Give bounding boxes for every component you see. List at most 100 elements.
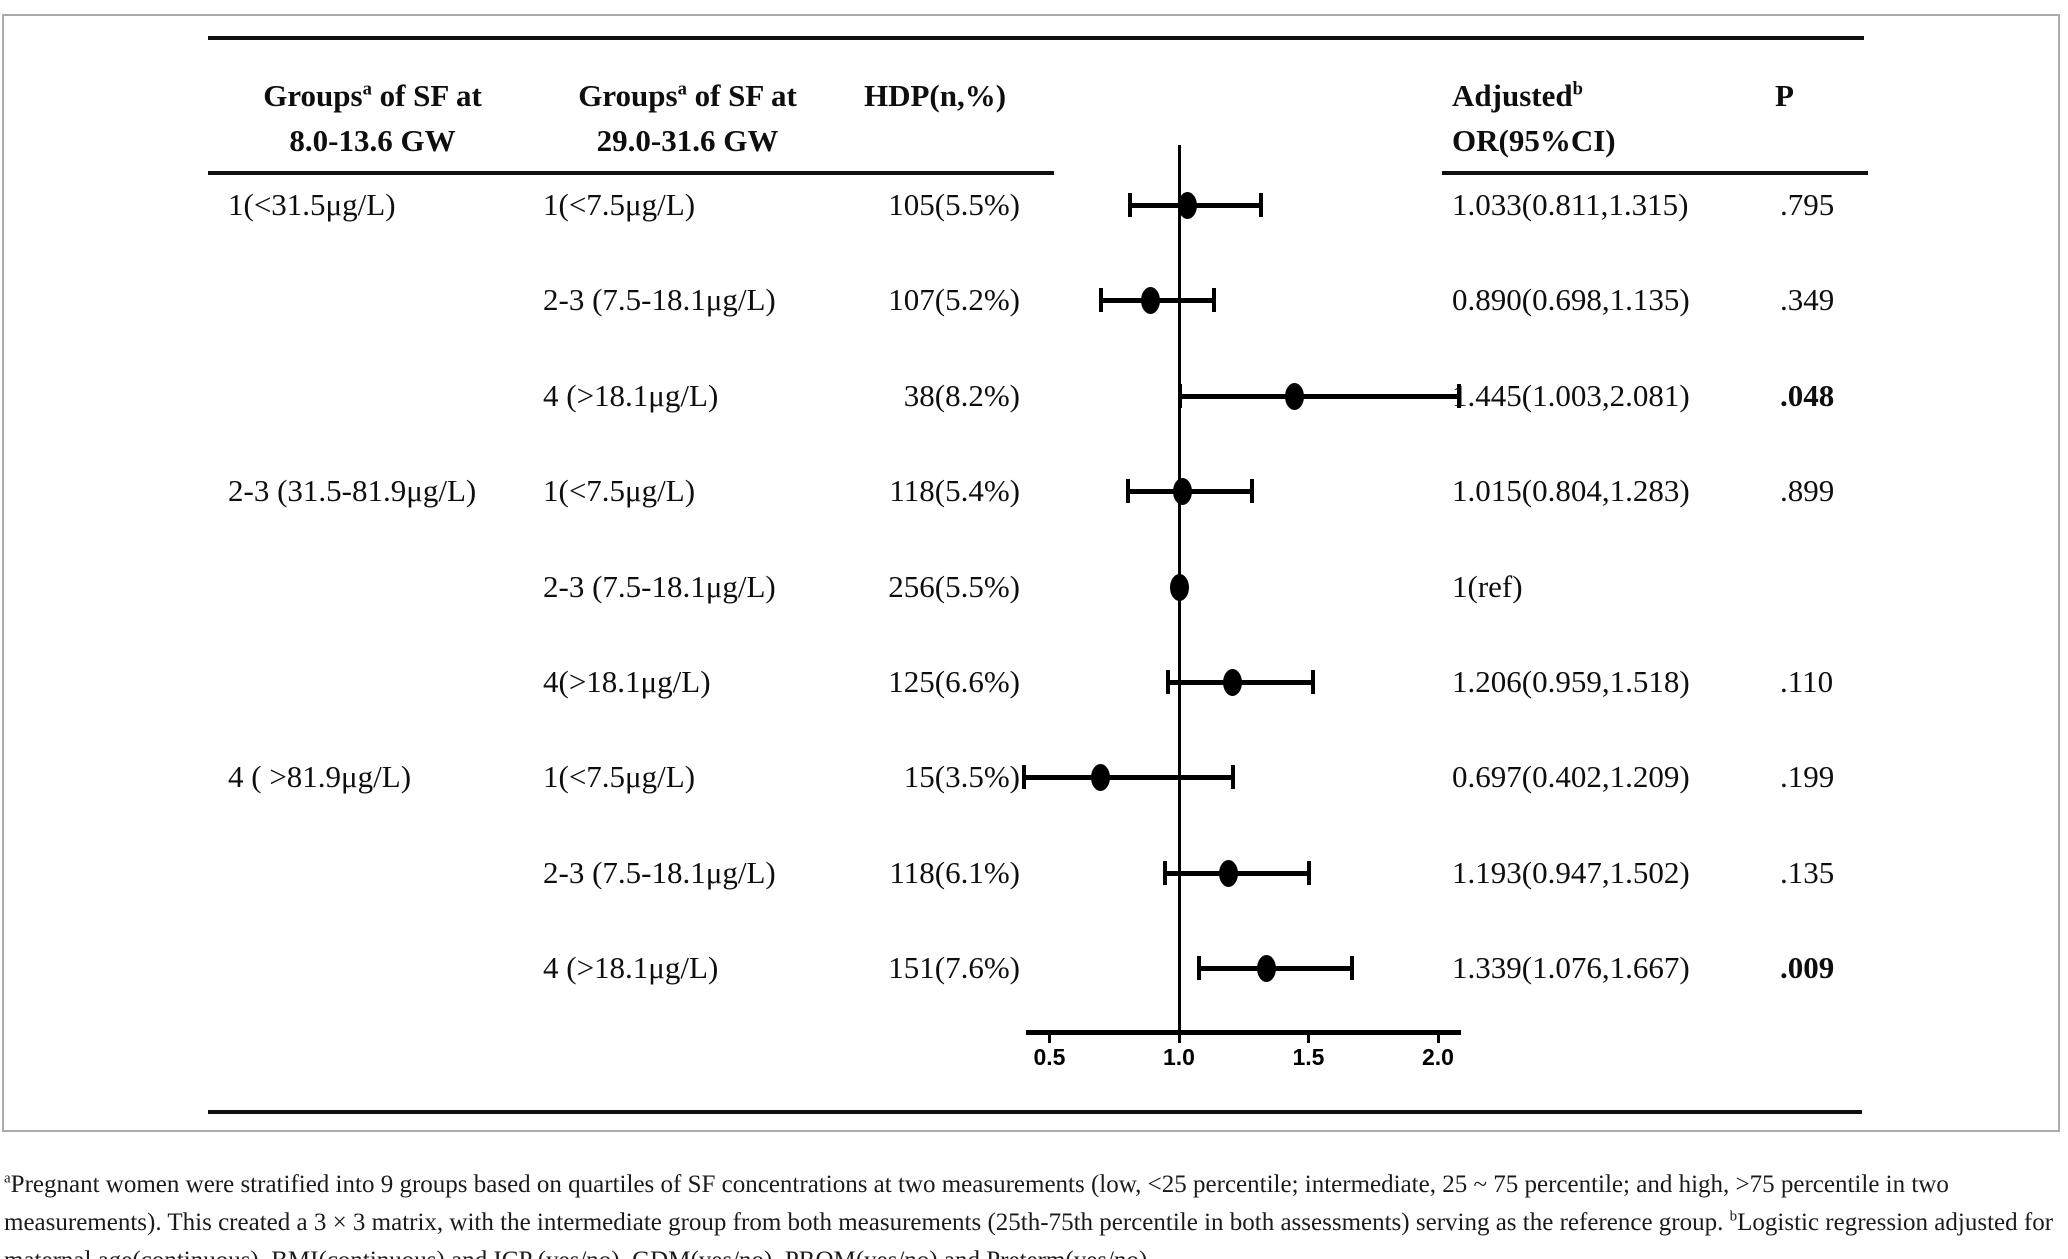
group-sf-late-cell: 2-3 (7.5-18.1μg/L) bbox=[543, 569, 776, 604]
or-dot bbox=[1169, 573, 1189, 601]
footnote-text-b: Logistic regression adjusted for materna… bbox=[4, 1209, 2054, 1259]
hdp-cell: 107(5.2%) bbox=[888, 282, 1020, 317]
header-text: of SF at bbox=[686, 78, 797, 113]
p-value-cell: .048 bbox=[1780, 378, 1835, 413]
or-ci-cell: 1.339(1.076,1.667) bbox=[1452, 950, 1690, 985]
superscript-b: b bbox=[1572, 78, 1583, 100]
p-value-cell: .899 bbox=[1780, 473, 1835, 508]
group-sf-late-cell: 4(>18.1μg/L) bbox=[543, 664, 711, 699]
ci-cap bbox=[1311, 670, 1316, 694]
ci-cap bbox=[1307, 861, 1312, 885]
table-top-rule bbox=[208, 36, 1864, 40]
or-ci-cell: 1(ref) bbox=[1452, 569, 1523, 604]
table-bottom-rule bbox=[208, 1110, 1862, 1114]
group-sf-early-cell: 1(<31.5μg/L) bbox=[228, 187, 396, 222]
group-sf-early-cell: 2-3 (31.5-81.9μg/L) bbox=[228, 473, 477, 508]
ci-cap bbox=[1177, 384, 1182, 408]
ci-cap bbox=[1211, 288, 1216, 312]
or-dot bbox=[1222, 668, 1242, 696]
axis-tick bbox=[1048, 1030, 1051, 1043]
superscript-a: a bbox=[677, 78, 687, 100]
header-text: Adjusted bbox=[1452, 78, 1573, 113]
header-adjusted-or: Adjustedb OR(95%CI) bbox=[1452, 73, 1616, 163]
figure-border bbox=[2, 14, 2060, 1132]
tick-label: 1.0 bbox=[1163, 1044, 1195, 1070]
or-ci-cell: 1.206(0.959,1.518) bbox=[1452, 664, 1690, 699]
or-dot bbox=[1219, 859, 1239, 887]
axis-tick bbox=[1307, 1030, 1310, 1043]
header-text: Groups bbox=[578, 78, 678, 113]
or-ci-cell: 1.445(1.003,2.081) bbox=[1452, 378, 1690, 413]
or-dot bbox=[1141, 286, 1160, 314]
ci-cap bbox=[1163, 861, 1168, 885]
hdp-cell: 125(6.6%) bbox=[888, 664, 1020, 699]
group-sf-late-cell: 1(<7.5μg/L) bbox=[543, 473, 696, 508]
p-value-cell: .135 bbox=[1780, 855, 1835, 890]
ci-cap bbox=[1166, 670, 1171, 694]
ci-cap bbox=[1196, 956, 1201, 980]
p-value-cell: .009 bbox=[1780, 950, 1835, 985]
ci-cap bbox=[1126, 479, 1131, 503]
header-underline-left bbox=[208, 171, 1054, 175]
axis-tick bbox=[1177, 1030, 1181, 1043]
ci-cap bbox=[1128, 193, 1133, 217]
or-dot bbox=[1284, 382, 1304, 410]
header-hdp: HDP(n,%) bbox=[864, 78, 1007, 113]
or-ci-cell: 1.193(0.947,1.502) bbox=[1452, 855, 1690, 890]
figure-footnote: aPregnant women were stratified into 9 g… bbox=[4, 1166, 2064, 1259]
hdp-cell: 38(8.2%) bbox=[903, 378, 1020, 413]
hdp-cell: 105(5.5%) bbox=[888, 187, 1020, 222]
or-ci-cell: 0.890(0.698,1.135) bbox=[1452, 282, 1690, 317]
or-ci-cell: 1.015(0.804,1.283) bbox=[1452, 473, 1690, 508]
group-sf-late-cell: 2-3 (7.5-18.1μg/L) bbox=[543, 855, 776, 890]
header-text: Groups bbox=[263, 78, 363, 113]
ci-cap bbox=[1456, 384, 1461, 408]
group-sf-late-cell: 2-3 (7.5-18.1μg/L) bbox=[543, 282, 776, 317]
hdp-cell: 15(3.5%) bbox=[903, 759, 1020, 794]
or-ci-cell: 0.697(0.402,1.209) bbox=[1452, 759, 1690, 794]
ci-cap bbox=[1349, 956, 1354, 980]
p-value-cell: .795 bbox=[1780, 187, 1835, 222]
hdp-cell: 118(5.4%) bbox=[889, 473, 1020, 508]
ci-cap bbox=[1231, 765, 1236, 789]
tick-label: 2.0 bbox=[1422, 1044, 1454, 1070]
footnote-superscript-a: a bbox=[4, 1170, 11, 1187]
group-sf-late-cell: 4 (>18.1μg/L) bbox=[543, 950, 719, 985]
tick-label: 1.5 bbox=[1292, 1044, 1325, 1070]
axis-tick bbox=[1436, 1030, 1440, 1043]
hdp-cell: 118(6.1%) bbox=[889, 855, 1020, 890]
ci-line bbox=[1179, 394, 1459, 399]
hdp-cell: 256(5.5%) bbox=[888, 569, 1020, 604]
or-dot bbox=[1091, 763, 1111, 791]
footnote-superscript-b: b bbox=[1729, 1208, 1738, 1225]
ci-cap bbox=[1098, 288, 1103, 312]
or-dot bbox=[1173, 477, 1193, 505]
ci-cap bbox=[1022, 765, 1027, 789]
header-text-line2: 8.0-13.6 GW bbox=[289, 123, 456, 158]
header-group-sf-early: Groupsa of SF at 8.0-13.6 GW bbox=[230, 73, 515, 163]
or-ci-cell: 1.033(0.811,1.315) bbox=[1452, 187, 1689, 222]
header-underline-right bbox=[1442, 171, 1868, 175]
group-sf-late-cell: 4 (>18.1μg/L) bbox=[543, 378, 719, 413]
or-dot bbox=[1257, 954, 1277, 982]
p-value-cell: .349 bbox=[1780, 282, 1835, 317]
header-p-value: P bbox=[1775, 78, 1794, 113]
ci-cap bbox=[1258, 193, 1263, 217]
header-text-line2: OR(95%CI) bbox=[1452, 123, 1616, 158]
header-text-line2: 29.0-31.6 GW bbox=[596, 123, 779, 158]
p-value-cell: .199 bbox=[1780, 759, 1835, 794]
header-text: of SF at bbox=[371, 78, 482, 113]
group-sf-late-cell: 1(<7.5μg/L) bbox=[543, 759, 696, 794]
ci-cap bbox=[1250, 479, 1255, 503]
ci-line bbox=[1024, 775, 1234, 780]
footnote-text-a: Pregnant women were stratified into 9 gr… bbox=[4, 1171, 1949, 1236]
superscript-a: a bbox=[362, 78, 372, 100]
or-dot bbox=[1178, 191, 1198, 219]
group-sf-early-cell: 4 ( >81.9μg/L) bbox=[228, 759, 412, 794]
hdp-cell: 151(7.6%) bbox=[888, 950, 1020, 985]
header-group-sf-late: Groupsa of SF at 29.0-31.6 GW bbox=[545, 73, 830, 163]
axis-line bbox=[1026, 1030, 1462, 1035]
group-sf-late-cell: 1(<7.5μg/L) bbox=[543, 187, 696, 222]
